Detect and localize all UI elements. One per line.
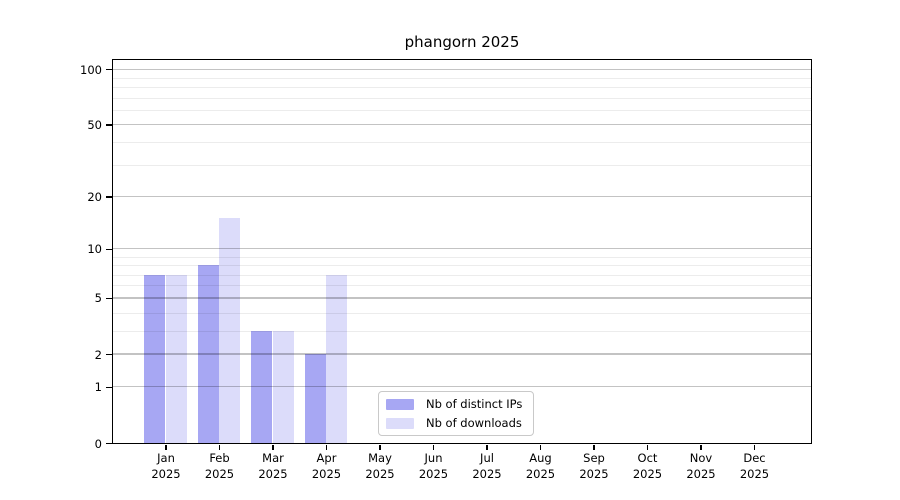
bar-distinct-ips-0 — [144, 274, 166, 443]
y-tick-mark — [105, 442, 113, 445]
bar-distinct-ips-2 — [251, 330, 273, 443]
x-tick-label: Jun 2025 — [418, 450, 449, 481]
y-tick-label: 100 — [80, 62, 102, 77]
y-tick-mark — [105, 353, 113, 356]
y-tick-mark — [105, 248, 113, 250]
x-tick-label: Mar 2025 — [258, 450, 288, 481]
bar-downloads-3 — [326, 274, 348, 443]
x-tick-label: Feb 2025 — [204, 450, 235, 481]
bar-distinct-ips-1 — [197, 265, 219, 443]
y-tick-mark — [105, 386, 113, 389]
y-tick-label: 10 — [87, 242, 102, 257]
x-tick-label: May 2025 — [365, 450, 395, 481]
x-tick-mark — [165, 445, 167, 450]
x-tick-mark — [486, 445, 488, 450]
y-tick-mark — [105, 196, 113, 198]
y-tick-mark — [105, 69, 113, 71]
x-tick-mark — [700, 445, 702, 450]
x-tick-label: Jul 2025 — [472, 450, 502, 481]
bar-downloads-1 — [219, 218, 241, 443]
bar-downloads-2 — [272, 330, 294, 443]
legend-item-downloads: Nb of downloads — [386, 416, 522, 430]
bar-distinct-ips-3 — [304, 354, 326, 443]
x-tick-mark — [272, 445, 274, 450]
x-tick-label: Sep 2025 — [579, 450, 609, 481]
x-tick-label: Jan 2025 — [151, 450, 181, 481]
x-tick-mark — [753, 445, 756, 450]
legend-swatch-downloads — [386, 417, 414, 429]
legend: Nb of distinct IPs Nb of downloads — [378, 391, 535, 436]
x-tick-mark — [539, 445, 542, 450]
y-tick-label: 5 — [94, 291, 102, 306]
x-tick-mark — [646, 445, 649, 450]
bars-layer — [113, 60, 811, 443]
legend-label-distinct-ips: Nb of distinct IPs — [426, 397, 523, 411]
x-tick-label: Aug 2025 — [525, 450, 556, 481]
y-tick-mark — [105, 297, 113, 300]
x-tick-mark — [379, 445, 381, 450]
x-tick-mark — [593, 445, 595, 450]
y-tick-label: 20 — [87, 189, 102, 204]
x-tick-mark — [218, 445, 221, 450]
y-tick-mark — [105, 124, 113, 126]
x-tick-mark — [325, 445, 328, 450]
plot-area — [112, 59, 812, 444]
legend-label-downloads: Nb of downloads — [426, 416, 522, 430]
x-tick-label: Oct 2025 — [632, 450, 663, 481]
legend-item-distinct-ips: Nb of distinct IPs — [386, 397, 522, 411]
x-tick-label: Nov 2025 — [686, 450, 716, 481]
x-tick-mark — [432, 445, 435, 450]
y-tick-label: 2 — [94, 347, 102, 362]
legend-swatch-distinct-ips — [386, 398, 414, 410]
bar-downloads-0 — [165, 274, 187, 443]
y-tick-label: 50 — [87, 118, 102, 133]
y-tick-label: 0 — [94, 436, 102, 451]
y-tick-label: 1 — [94, 380, 102, 395]
x-tick-label: Apr 2025 — [311, 450, 342, 481]
x-tick-label: Dec 2025 — [739, 450, 770, 481]
chart-title: phangorn 2025 — [404, 33, 520, 51]
